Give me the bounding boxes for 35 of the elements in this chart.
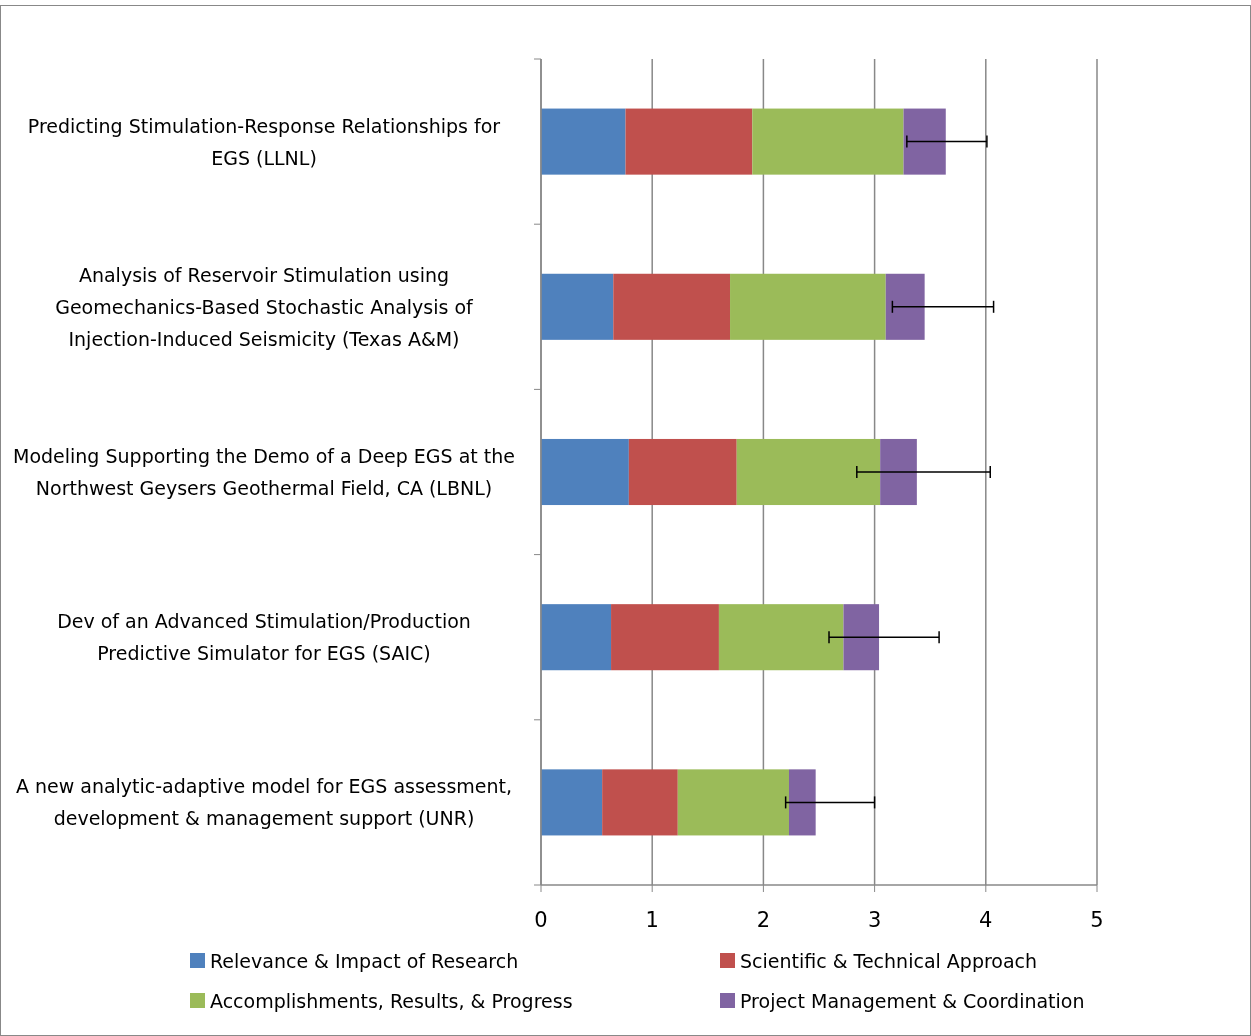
- bar: [541, 438, 629, 506]
- legend-label: Relevance & Impact of Research: [210, 950, 519, 972]
- bar: [541, 604, 612, 671]
- bar: [752, 108, 904, 175]
- bar: [613, 273, 731, 340]
- bar: [843, 604, 880, 671]
- x-tick-label: 0: [534, 908, 548, 932]
- y-tick-label: Predicting Stimulation-Response Relationships for EGS (LLNL): [27, 114, 501, 169]
- y-tick-label: Modeling Supporting the Demo of a Deep EGS at the Northwest Geysers Geothermal Field, CA (LBNL): [13, 445, 515, 499]
- bar: [736, 438, 881, 506]
- bar: [880, 438, 917, 506]
- bar: [541, 273, 614, 340]
- y-tick-label: A new analytic-adaptive model for EGS assessment, development & management support (UNR): [15, 775, 513, 830]
- x-tick-label: 2: [756, 908, 771, 932]
- bar: [628, 438, 737, 506]
- bar: [611, 604, 719, 671]
- bar: [718, 604, 844, 671]
- bar: [885, 273, 925, 340]
- bar: [903, 108, 946, 175]
- bar: [541, 769, 603, 836]
- x-tick-label: 5: [1090, 908, 1104, 932]
- bar: [625, 108, 753, 175]
- y-tick-label: Analysis of Reservoir Stimulation using Geomechanics-Based Stochastic Analysis of Injection-Induced Seismicity (Texas A&M): [55, 263, 475, 350]
- bar: [602, 769, 678, 836]
- bar: [788, 769, 816, 836]
- bar: [730, 273, 886, 340]
- legend-label: Accomplishments, Results, & Progress: [210, 990, 573, 1012]
- y-tick-label: Dev of an Advanced Stimulation/Production Predictive Simulator for EGS (SAIC): [57, 610, 471, 665]
- x-tick-label: 3: [867, 908, 882, 932]
- bar: [541, 108, 626, 175]
- legend-label: Project Management & Coordination: [740, 990, 1085, 1012]
- legend-label: Scientific & Technical Approach: [740, 950, 1038, 972]
- x-tick-label: 4: [979, 908, 993, 932]
- x-tick-label: 1: [645, 908, 659, 932]
- bar: [677, 769, 789, 836]
